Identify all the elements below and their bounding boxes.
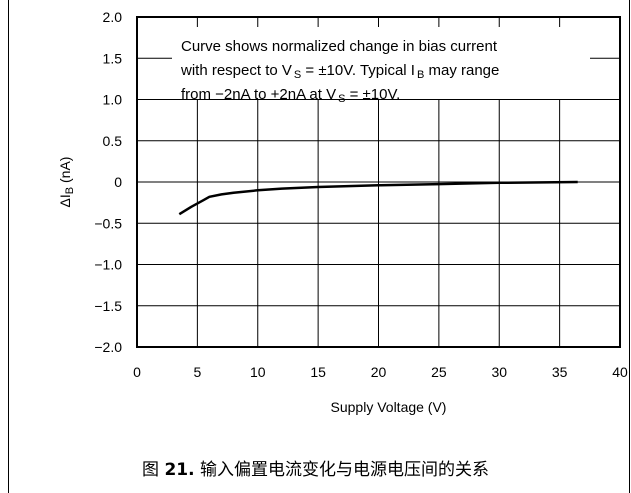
- caption-text: 输入偏置电流变化与电源电压间的关系: [194, 460, 489, 480]
- x-tick-label-6: 30: [491, 364, 507, 380]
- x-tick-label-3: 15: [310, 364, 326, 380]
- y-tick-label-2: 1.0: [103, 92, 123, 108]
- y-tick-label-6: −1.0: [94, 257, 122, 273]
- x-tick-label-7: 35: [552, 364, 568, 380]
- x-tick-label-8: 40: [612, 364, 628, 380]
- series-line-0: [178, 180, 578, 216]
- x-tick-label-1: 5: [193, 364, 201, 380]
- y-tick-label-5: −0.5: [94, 215, 122, 231]
- caption-number: 21.: [164, 460, 195, 480]
- x-tick-label-0: 0: [133, 364, 141, 380]
- y-tick-label-7: −1.5: [94, 298, 122, 314]
- x-axis-title: Supply Voltage (V): [331, 399, 447, 415]
- annotation-line-0: Curve shows normalized change in bias cu…: [181, 38, 498, 55]
- annotation-box: [172, 27, 590, 99]
- y-axis-tick-labels: 2.0 1.5 1.0 0.5 0 −0.5 −1.0 −1.5 −2.0: [94, 9, 122, 355]
- series-lines: [178, 180, 578, 216]
- annotation: Curve shows normalized change in bias cu…: [180, 38, 499, 105]
- y-tick-label-3: 0.5: [103, 133, 123, 149]
- x-tick-label-2: 10: [250, 364, 266, 380]
- page-frame: [8, 0, 630, 493]
- chart: Curve shows normalized change in bias cu…: [57, 9, 628, 415]
- y-axis-title: ΔIB (nA): [57, 157, 76, 208]
- x-tick-label-5: 25: [431, 364, 447, 380]
- y-tick-label-1: 1.5: [103, 50, 123, 66]
- y-tick-label-8: −2.0: [94, 339, 122, 355]
- x-axis-tick-labels: 0 5 10 15 20 25 30 35 40: [133, 364, 628, 380]
- y-tick-label-0: 2.0: [103, 9, 123, 25]
- y-tick-label-4: 0: [114, 174, 122, 190]
- x-tick-label-4: 20: [371, 364, 387, 380]
- caption-prefix: 图: [142, 460, 165, 480]
- plot-frame: [136, 16, 621, 348]
- figure-caption: 图 21. 输入偏置电流变化与电源电压间的关系: [0, 455, 631, 480]
